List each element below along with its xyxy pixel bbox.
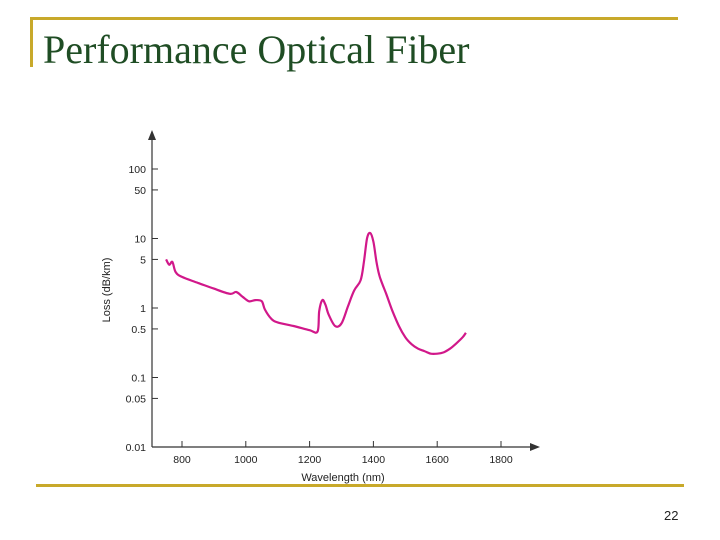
y-axis-arrow [148, 130, 156, 140]
frame-left-rule [30, 17, 33, 67]
slide-title: Performance Optical Fiber [43, 27, 470, 72]
y-tick-label: 0.5 [131, 324, 146, 336]
y-tick-label: 100 [128, 164, 146, 176]
y-tick-label: 0.01 [126, 442, 147, 454]
y-tick-label: 5 [140, 254, 146, 266]
y-tick-label: 0.1 [131, 373, 146, 385]
x-tick-label: 1800 [489, 454, 513, 466]
frame-top-rule [30, 17, 678, 20]
x-tick-label: 1600 [426, 454, 450, 466]
y-axis-label: Loss (dB/km) [101, 258, 113, 323]
y-tick-label: 10 [134, 234, 146, 246]
y-tick-label: 50 [134, 185, 146, 197]
x-axis-arrow [530, 443, 540, 451]
y-tick-label: 0.05 [126, 393, 147, 405]
x-ticks: 800 1000 1200 1400 1600 1800 [173, 441, 513, 466]
page-number: 22 [664, 508, 679, 523]
x-tick-label: 1000 [234, 454, 258, 466]
loss-curve [165, 231, 467, 356]
x-axis-label: Wavelength (nm) [301, 472, 384, 484]
chart-axes [148, 130, 540, 451]
x-tick-label: 800 [173, 454, 191, 466]
x-tick-label: 1400 [362, 454, 386, 466]
frame-bottom-rule [36, 484, 684, 487]
y-ticks: 100 50 10 5 1 0.5 0.1 0.05 0.01 [126, 164, 158, 454]
x-tick-label: 1200 [298, 454, 322, 466]
y-tick-label: 1 [140, 303, 146, 315]
